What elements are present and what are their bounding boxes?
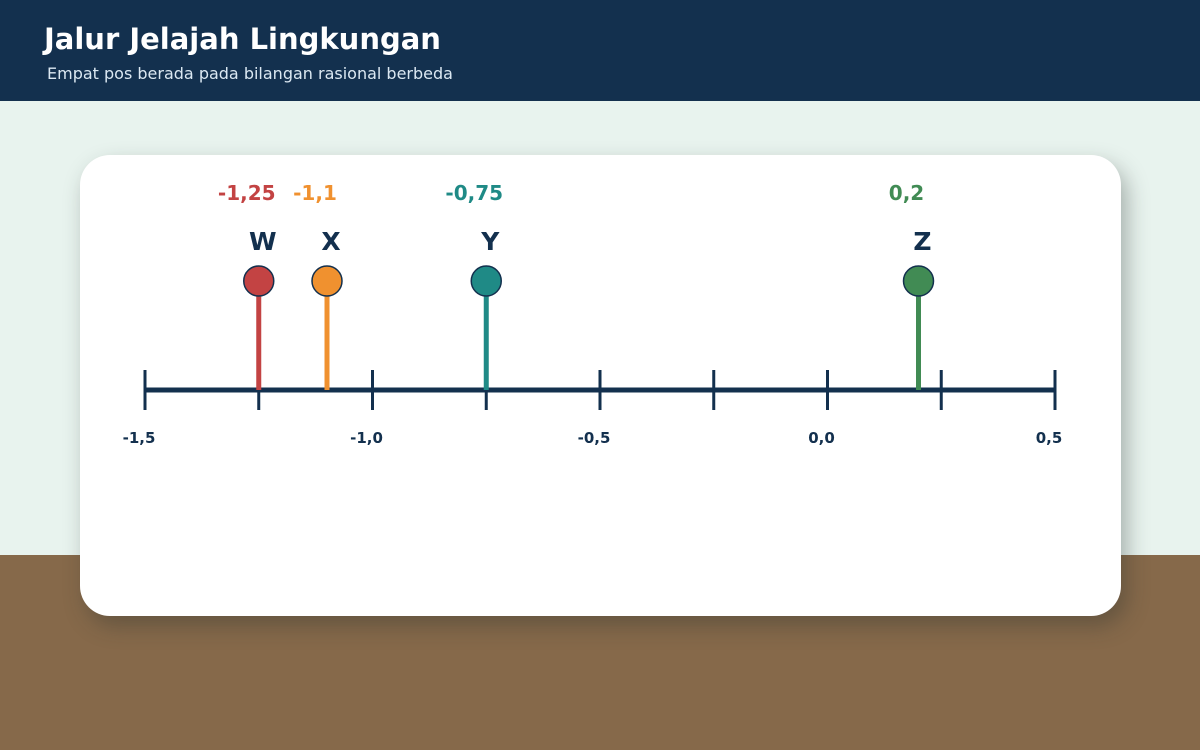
page-title: Jalur Jelajah Lingkungan <box>44 22 441 56</box>
point-y: Y -0,75 <box>445 181 503 390</box>
point-name-label: W <box>249 227 277 256</box>
point-z: Z 0,2 <box>889 181 935 390</box>
point-value-label: -0,75 <box>445 181 503 205</box>
point-name-label: Z <box>913 227 931 256</box>
page-subtitle: Empat pos berada pada bilangan rasional … <box>47 64 453 83</box>
point-value-label: 0,2 <box>889 181 924 205</box>
point-marker <box>902 265 935 297</box>
header-bar: Jalur Jelajah Lingkungan Empat pos berad… <box>0 0 1200 101</box>
points-layer: W -1,25 X -1,1 Y -0,75 Z 0,2 <box>218 181 935 390</box>
ticks-layer: -1,5 -1,0 -0,5 0,0 0,5 <box>123 370 1063 447</box>
point-name-label: X <box>321 227 340 256</box>
tick-label: -1,0 <box>350 429 383 447</box>
tick-label: 0,0 <box>808 429 835 447</box>
point-value-label: -1,1 <box>293 181 337 205</box>
point-x: X -1,1 <box>293 181 343 390</box>
point-marker <box>311 265 343 297</box>
point-name-label: Y <box>480 227 500 256</box>
point-marker <box>470 265 502 297</box>
tick-label: -1,5 <box>123 429 156 447</box>
tick-label: -0,5 <box>578 429 611 447</box>
tick-label: 0,5 <box>1036 429 1063 447</box>
point-value-label: -1,25 <box>218 181 276 205</box>
point-w: W -1,25 <box>218 181 277 390</box>
point-marker <box>243 265 275 297</box>
